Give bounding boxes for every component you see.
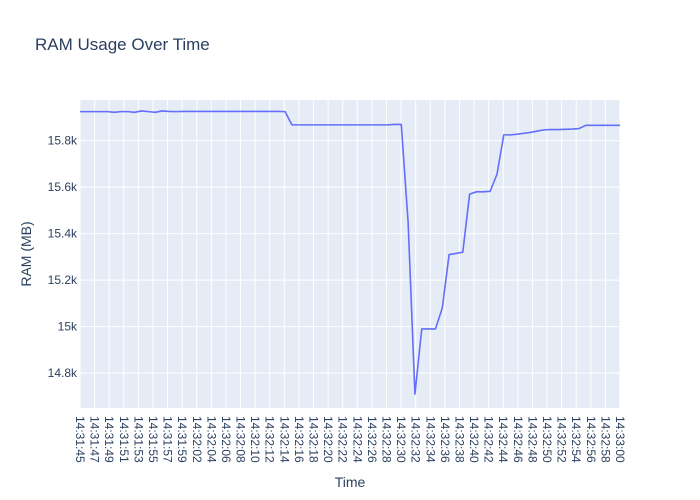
y-axis-ticks: 14.8k 15k 15.2k 15.4k 15.6k 15.8k xyxy=(48,134,78,380)
x-tick-label: 14:32:16 xyxy=(292,416,306,463)
series-line xyxy=(80,110,620,395)
x-tick-label: 14:32:38 xyxy=(452,416,466,463)
x-tick-label: 14:32:46 xyxy=(511,416,525,463)
x-tick-label: 14:33:00 xyxy=(613,416,627,463)
y-tick-label: 15.4k xyxy=(48,227,78,241)
x-axis-title: Time xyxy=(335,474,366,490)
x-tick-label: 14:32:56 xyxy=(584,416,598,463)
x-tick-label: 14:31:49 xyxy=(102,416,116,463)
x-tick-label: 14:32:08 xyxy=(234,416,248,463)
x-tick-label: 14:32:48 xyxy=(525,416,539,463)
x-tick-label: 14:32:50 xyxy=(540,416,554,463)
x-tick-label: 14:32:40 xyxy=(467,416,481,463)
x-tick-label: 14:32:04 xyxy=(204,416,218,463)
plot-area xyxy=(80,100,620,408)
x-tick-label: 14:32:20 xyxy=(321,416,335,463)
x-tick-label: 14:32:30 xyxy=(394,416,408,463)
x-tick-label: 14:31:53 xyxy=(131,416,145,463)
x-tick-label: 14:31:47 xyxy=(88,416,102,463)
x-tick-label: 14:32:18 xyxy=(307,416,321,463)
series-layer xyxy=(80,110,620,395)
x-tick-label: 14:31:51 xyxy=(117,416,131,463)
x-tick-label: 14:32:02 xyxy=(190,416,204,463)
x-tick-label: 14:32:52 xyxy=(555,416,569,463)
x-tick-label: 14:32:44 xyxy=(496,416,510,463)
x-tick-label: 14:32:54 xyxy=(569,416,583,463)
x-tick-label: 14:32:42 xyxy=(482,416,496,463)
x-tick-label: 14:32:28 xyxy=(379,416,393,463)
x-tick-label: 14:32:14 xyxy=(277,416,291,463)
x-tick-label: 14:32:32 xyxy=(409,416,423,463)
x-tick-label: 14:32:10 xyxy=(248,416,262,463)
x-tick-label: 14:31:45 xyxy=(73,416,87,463)
x-axis-ticks: 14:31:45 14:31:47 14:31:49 14:31:51 14:31:53… xyxy=(73,416,627,463)
x-tick-label: 14:31:55 xyxy=(146,416,160,463)
x-tick-label: 14:32:26 xyxy=(365,416,379,463)
y-tick-label: 15.8k xyxy=(48,134,78,148)
y-tick-label: 15.2k xyxy=(48,273,78,287)
x-tick-label: 14:32:58 xyxy=(598,416,612,463)
x-tick-label: 14:32:12 xyxy=(263,416,277,463)
y-axis-title: RAM (MB) xyxy=(18,221,34,286)
x-tick-label: 14:32:34 xyxy=(423,416,437,463)
x-tick-label: 14:32:36 xyxy=(438,416,452,463)
y-tick-label: 14.8k xyxy=(48,366,78,380)
y-tick-label: 15k xyxy=(58,320,78,334)
y-tick-label: 15.6k xyxy=(48,180,78,194)
chart-title: RAM Usage Over Time xyxy=(35,35,210,54)
grid-lines xyxy=(79,100,621,408)
x-tick-label: 14:31:57 xyxy=(161,416,175,463)
x-tick-label: 14:32:24 xyxy=(350,416,364,463)
x-tick-label: 14:31:59 xyxy=(175,416,189,463)
x-tick-label: 14:32:06 xyxy=(219,416,233,463)
x-tick-label: 14:32:22 xyxy=(336,416,350,463)
